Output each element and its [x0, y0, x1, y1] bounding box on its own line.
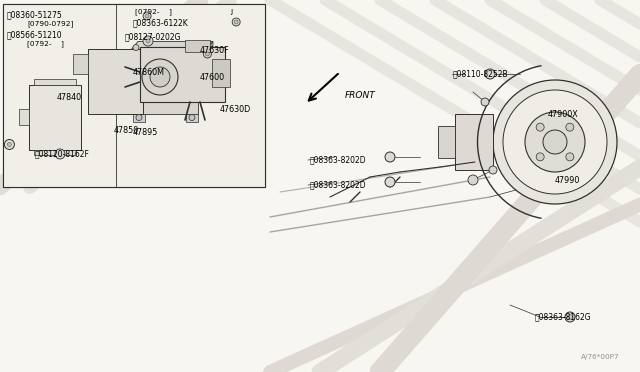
Text: 47630D: 47630D — [220, 105, 252, 113]
Text: 47850: 47850 — [113, 126, 139, 135]
Circle shape — [385, 152, 395, 162]
Bar — [133, 113, 145, 122]
Bar — [3, 4, 265, 187]
Bar — [73, 54, 88, 74]
Circle shape — [133, 45, 139, 51]
Circle shape — [143, 36, 153, 46]
Bar — [29, 85, 81, 150]
Text: J: J — [230, 9, 232, 15]
Circle shape — [143, 12, 151, 20]
Circle shape — [55, 149, 65, 159]
Text: Ⓑ08120-8162F: Ⓑ08120-8162F — [35, 150, 90, 158]
Circle shape — [145, 14, 149, 18]
Polygon shape — [128, 42, 213, 54]
Circle shape — [536, 153, 544, 161]
Bar — [438, 126, 455, 158]
Circle shape — [566, 123, 574, 131]
Bar — [212, 59, 230, 87]
Circle shape — [385, 177, 395, 187]
Bar — [128, 54, 203, 93]
Polygon shape — [203, 42, 213, 93]
Text: 47840: 47840 — [57, 93, 82, 102]
Bar — [455, 114, 493, 170]
Bar — [35, 150, 76, 155]
Bar — [140, 47, 225, 102]
Circle shape — [234, 20, 238, 24]
Circle shape — [503, 90, 607, 194]
Text: 47860M: 47860M — [133, 67, 165, 77]
Text: Ⓢ08363-6122K: Ⓢ08363-6122K — [133, 19, 189, 28]
Circle shape — [481, 98, 489, 106]
Bar — [3, 4, 265, 187]
Circle shape — [566, 153, 574, 161]
Circle shape — [136, 115, 142, 121]
Circle shape — [205, 42, 211, 48]
Text: Ⓢ08363-8202D: Ⓢ08363-8202D — [310, 155, 367, 164]
Bar — [19, 109, 29, 125]
Circle shape — [4, 140, 15, 150]
Circle shape — [189, 115, 195, 121]
Circle shape — [543, 130, 567, 154]
Bar — [88, 49, 143, 114]
Circle shape — [489, 166, 497, 174]
Circle shape — [8, 142, 12, 147]
Text: [0790-0792]: [0790-0792] — [27, 20, 74, 28]
Circle shape — [150, 67, 170, 87]
Bar — [35, 79, 76, 85]
Circle shape — [568, 314, 573, 320]
Text: Ⓢ08566-51210: Ⓢ08566-51210 — [7, 31, 63, 39]
Circle shape — [142, 59, 178, 95]
Bar — [186, 113, 198, 122]
Text: Ⓑ08110-8252B: Ⓑ08110-8252B — [453, 70, 509, 78]
Text: 47630F: 47630F — [200, 45, 230, 55]
Circle shape — [565, 312, 575, 322]
Text: FRONT: FRONT — [345, 90, 376, 99]
Circle shape — [205, 52, 209, 56]
Circle shape — [146, 39, 150, 43]
Text: [0792-    ]: [0792- ] — [27, 41, 64, 47]
Circle shape — [525, 112, 585, 172]
Text: 47600: 47600 — [200, 73, 225, 81]
Text: Ⓑ08127-0202G: Ⓑ08127-0202G — [125, 32, 182, 42]
Text: Ⓢ08363-8202D: Ⓢ08363-8202D — [310, 180, 367, 189]
Circle shape — [536, 123, 544, 131]
Circle shape — [204, 50, 211, 58]
Circle shape — [468, 175, 478, 185]
Bar — [133, 93, 198, 113]
Circle shape — [485, 69, 495, 79]
Text: Ⓢ08363-8162G: Ⓢ08363-8162G — [535, 312, 591, 321]
Text: 47990: 47990 — [555, 176, 580, 185]
Text: 47895: 47895 — [133, 128, 158, 137]
Text: Ⓢ08360-51275: Ⓢ08360-51275 — [7, 10, 63, 19]
Bar — [185, 40, 210, 52]
Text: [0792-    ]: [0792- ] — [135, 9, 172, 15]
Text: 47900X: 47900X — [548, 109, 579, 119]
Text: A/76*00P7: A/76*00P7 — [581, 354, 620, 360]
Circle shape — [232, 18, 240, 26]
Circle shape — [493, 80, 617, 204]
